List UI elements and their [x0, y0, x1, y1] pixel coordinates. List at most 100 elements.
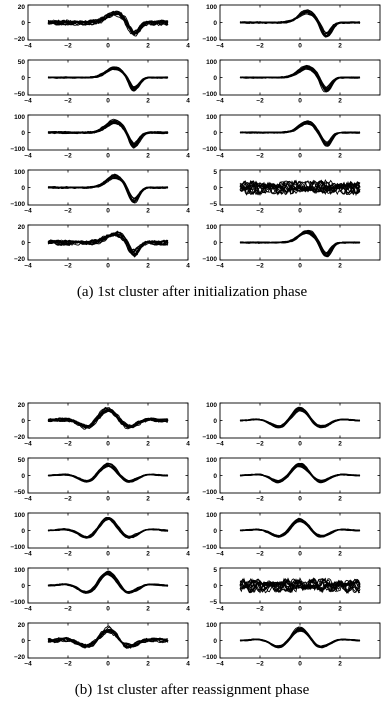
y-tick-label: 0	[213, 75, 217, 82]
series-lines	[47, 66, 169, 92]
y-tick-label: 0	[213, 240, 217, 247]
x-tick-label: −4	[216, 551, 224, 558]
x-tick-label: 0	[106, 43, 110, 50]
x-tick-label: 2	[338, 98, 342, 105]
y-tick-label: −100	[10, 544, 25, 551]
series-line	[47, 571, 169, 594]
panel-r4-c1: −4 −2 0 2 −100 0 100	[202, 224, 381, 270]
x-tick-label: 2	[146, 153, 150, 160]
series-line	[47, 465, 169, 482]
series-line	[47, 518, 169, 538]
series-line	[47, 464, 169, 482]
series-lines	[239, 517, 361, 538]
y-tick-label: 20	[18, 224, 26, 231]
series-line	[47, 571, 169, 594]
series-line	[47, 572, 169, 594]
x-tick-label: 0	[298, 263, 302, 270]
y-tick-label: −100	[202, 36, 217, 43]
y-tick-label: 0	[21, 638, 25, 645]
x-tick-label: −2	[256, 153, 264, 160]
x-tick-label: 2	[146, 98, 150, 105]
y-tick-label: 100	[206, 224, 217, 231]
y-tick-label: 0	[213, 130, 217, 137]
y-tick-label: 0	[213, 473, 217, 480]
series-line	[47, 516, 169, 538]
series-lines	[239, 179, 361, 197]
x-tick-label: −4	[24, 263, 32, 270]
series-line	[239, 519, 361, 537]
x-tick-label: 0	[298, 496, 302, 503]
x-tick-label: −4	[24, 606, 32, 613]
y-tick-label: 0	[21, 240, 25, 247]
series-line	[47, 465, 169, 482]
x-tick-label: 4	[186, 43, 190, 50]
x-tick-label: 2	[146, 606, 150, 613]
series-line	[47, 573, 169, 593]
caption-b: (b) 1st cluster after reassignment phase	[74, 682, 310, 698]
x-tick-label: 2	[338, 441, 342, 448]
x-tick-label: 4	[186, 606, 190, 613]
y-tick-label: −20	[14, 654, 25, 661]
y-tick-label: 0	[21, 583, 25, 590]
x-tick-label: −4	[24, 153, 32, 160]
panel-r1-c1: −4 −2 0 2 −100 0 100	[202, 59, 381, 105]
x-tick-label: −2	[256, 496, 264, 503]
series-lines	[47, 516, 169, 539]
series-line	[47, 630, 169, 648]
x-tick-label: −2	[64, 661, 72, 668]
y-tick-label: −100	[10, 146, 25, 153]
x-tick-label: 4	[186, 661, 190, 668]
x-tick-label: −2	[256, 661, 264, 668]
series-lines	[239, 64, 361, 93]
y-tick-label: −20	[14, 434, 25, 441]
series-line	[239, 231, 361, 257]
series-lines	[239, 229, 361, 258]
x-tick-label: −2	[64, 551, 72, 558]
series-line	[239, 630, 361, 647]
x-tick-label: 4	[186, 551, 190, 558]
series-lines	[47, 462, 169, 483]
series-line	[47, 572, 169, 594]
series-line	[47, 465, 169, 482]
x-tick-label: −2	[64, 441, 72, 448]
y-tick-label: 50	[18, 59, 26, 66]
x-tick-label: −4	[216, 43, 224, 50]
y-tick-label: 0	[21, 20, 25, 27]
x-tick-label: −2	[64, 496, 72, 503]
y-tick-label: 0	[213, 638, 217, 645]
y-tick-label: −100	[10, 201, 25, 208]
x-tick-label: −2	[256, 441, 264, 448]
x-tick-label: 0	[298, 661, 302, 668]
x-tick-label: −4	[24, 441, 32, 448]
x-tick-label: −2	[256, 43, 264, 50]
x-tick-label: −4	[24, 98, 32, 105]
y-tick-label: −100	[202, 256, 217, 263]
x-tick-label: 2	[146, 441, 150, 448]
x-tick-label: 0	[298, 43, 302, 50]
series-line	[47, 176, 169, 202]
y-tick-label: −20	[14, 36, 25, 43]
x-tick-label: −4	[216, 661, 224, 668]
series-line	[47, 67, 169, 88]
series-line	[239, 409, 361, 427]
x-tick-label: 2	[146, 43, 150, 50]
x-tick-label: 0	[298, 606, 302, 613]
y-tick-label: −100	[202, 146, 217, 153]
x-tick-label: 2	[338, 263, 342, 270]
y-tick-label: −100	[202, 91, 217, 98]
panel-r0-c1: −4 −2 0 2 −100 0 100	[202, 402, 381, 448]
series-line	[47, 232, 169, 255]
series-lines	[47, 10, 169, 37]
series-lines	[239, 577, 361, 594]
x-tick-label: 2	[338, 606, 342, 613]
series-lines	[239, 406, 361, 429]
panel-r2-c1: −4 −2 0 2 −100 0 100	[202, 512, 381, 558]
y-tick-label: 100	[206, 4, 217, 11]
series-line	[47, 121, 169, 147]
series-line	[47, 464, 169, 482]
series-line	[239, 519, 361, 537]
series-line	[47, 517, 169, 539]
panel-r1-c1: −4 −2 0 2 −100 0 100	[202, 457, 381, 503]
